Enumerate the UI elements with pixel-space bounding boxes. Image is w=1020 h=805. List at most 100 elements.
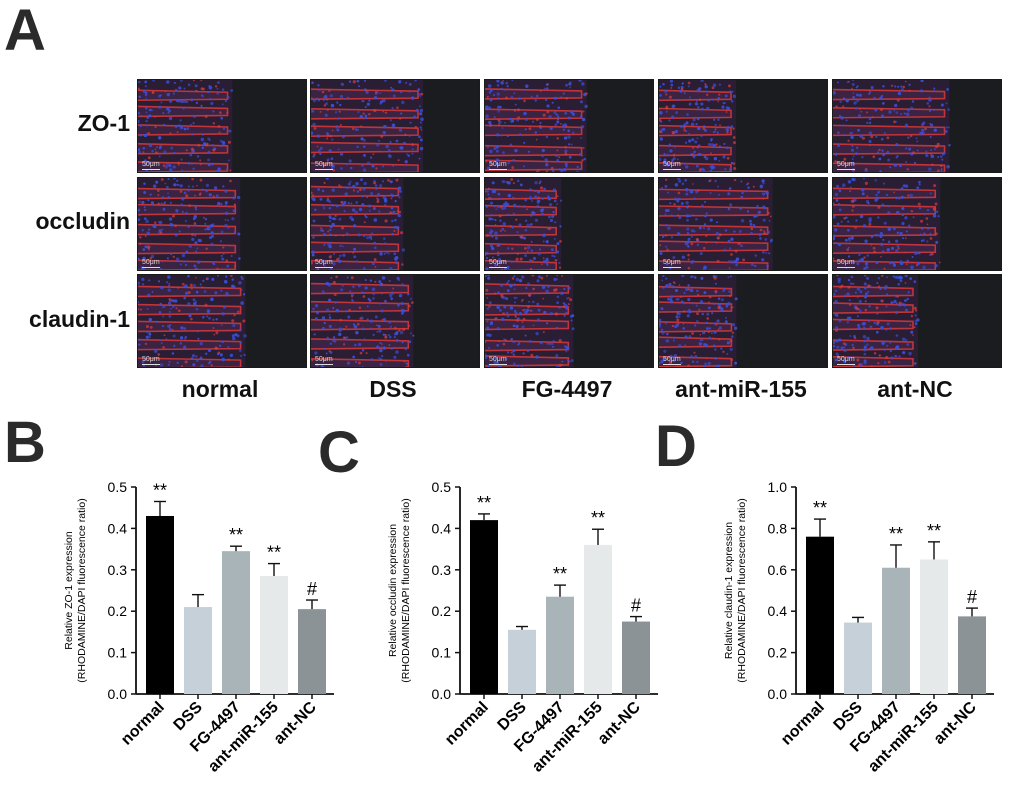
bar <box>470 520 498 694</box>
scale-bar-label: 50μm <box>837 356 855 365</box>
y-axis-label: (RHODAMINE/DAPI fluorescence ratio) <box>736 498 748 682</box>
y-tick-label: 0.3 <box>108 562 128 578</box>
y-tick-label: 0.0 <box>108 686 128 702</box>
scale-bar-label: 50μm <box>489 259 507 268</box>
bar <box>508 629 536 694</box>
bar <box>222 551 250 694</box>
scale-bar-label: 50μm <box>142 161 160 170</box>
y-tick-label: 0.1 <box>432 645 452 661</box>
y-tick-label: 0.5 <box>108 479 128 495</box>
col-label-fg4497: FG-4497 <box>521 376 613 402</box>
significance-mark: ** <box>927 521 941 541</box>
col-label-dss: DSS <box>369 376 417 402</box>
micrograph-claudin1-fg4497: 50μm <box>484 274 654 368</box>
scale-bar-label: 50μm <box>142 356 160 365</box>
micrograph-zo1-normal: 50μm <box>137 79 307 173</box>
y-axis-label: Relative claudin-1 expression <box>723 522 735 659</box>
micrograph-occludin-ant-nc: 50μm <box>832 177 1002 271</box>
scale-bar-label: 50μm <box>837 259 855 268</box>
scale-bar-label: 50μm <box>489 161 507 170</box>
micrograph-zo1-ant-mir-155: 50μm <box>658 79 828 173</box>
bar <box>882 567 910 694</box>
significance-mark: ** <box>553 564 567 584</box>
bar <box>844 622 872 694</box>
panel-label-b: B <box>4 410 46 475</box>
micrograph-occludin-normal: 50μm <box>137 177 307 271</box>
y-axis-label: (RHODAMINE/DAPI fluorescence ratio) <box>400 498 412 682</box>
scale-bar-label: 50μm <box>837 161 855 170</box>
x-tick-label: normal <box>778 699 828 749</box>
y-tick-label: 0.4 <box>432 520 452 536</box>
micrograph-occludin-dss: 50μm <box>310 177 480 271</box>
bar <box>622 621 650 694</box>
x-tick-label: normal <box>118 699 168 749</box>
significance-mark: # <box>967 587 977 607</box>
scale-bar-label: 50μm <box>663 259 681 268</box>
y-tick-label: 0.4 <box>108 520 128 536</box>
scale-bar-label: 50μm <box>142 259 160 268</box>
significance-mark: ** <box>153 480 167 500</box>
significance-mark: ** <box>267 543 281 563</box>
col-label-normal: normal <box>181 376 259 402</box>
scale-bar-label: 50μm <box>315 259 333 268</box>
row-label-occludin: occludin <box>35 208 130 234</box>
x-tick-label: ant-NC <box>271 698 320 747</box>
y-tick-label: 0.0 <box>432 686 452 702</box>
bar <box>806 536 834 694</box>
bar <box>260 576 288 694</box>
y-axis-label: Relative occludin expression <box>387 524 399 657</box>
bar <box>184 607 212 694</box>
significance-mark: ** <box>591 508 605 528</box>
y-tick-label: 1.0 <box>768 479 788 495</box>
scale-bar-label: 50μm <box>315 161 333 170</box>
micrograph-claudin1-dss: 50μm <box>310 274 480 368</box>
x-tick-label: normal <box>442 699 492 749</box>
y-tick-label: 0.0 <box>768 686 788 702</box>
scale-bar-label: 50μm <box>663 356 681 365</box>
panel-label-c: C <box>318 420 360 485</box>
significance-mark: ** <box>229 525 243 545</box>
y-tick-label: 0.3 <box>432 562 452 578</box>
significance-mark: ** <box>889 524 903 544</box>
bar <box>584 544 612 694</box>
bar <box>920 559 948 694</box>
significance-mark: ** <box>813 498 827 518</box>
bar <box>546 596 574 694</box>
y-tick-label: 0.4 <box>768 603 788 619</box>
micrograph-zo1-fg4497: 50μm <box>484 79 654 173</box>
y-tick-label: 0.2 <box>768 645 788 661</box>
x-tick-label: ant-NC <box>931 698 980 747</box>
micrograph-claudin1-ant-nc: 50μm <box>832 274 1002 368</box>
row-label-claudin1: claudin-1 <box>29 306 130 332</box>
y-tick-label: 0.5 <box>432 479 452 495</box>
micrograph-occludin-ant-mir-155: 50μm <box>658 177 828 271</box>
y-tick-label: 0.8 <box>768 520 788 536</box>
panel-label-a: A <box>4 0 46 63</box>
chart-occludin: Relative occludin expression (RHODAMINE/D… <box>387 479 658 776</box>
significance-mark: # <box>631 596 641 616</box>
significance-mark: ** <box>477 493 491 513</box>
y-tick-label: 0.6 <box>768 562 788 578</box>
bar <box>298 609 326 694</box>
y-tick-label: 0.2 <box>432 603 452 619</box>
chart-claudin1: Relative claudin-1 expression (RHODAMINE/… <box>723 479 994 776</box>
col-label-ant-mir-155: ant-miR-155 <box>675 376 807 402</box>
y-axis-label: Relative ZO-1 expression <box>63 531 75 650</box>
x-tick-label: ant-NC <box>595 698 644 747</box>
col-label-ant-nc: ant-NC <box>877 376 953 402</box>
row-label-zo1: ZO-1 <box>77 110 130 136</box>
micrograph-claudin1-ant-mir-155: 50μm <box>658 274 828 368</box>
y-tick-label: 0.1 <box>108 645 128 661</box>
chart-zo1: Relative ZO-1 expression (RHODAMINE/DAPI … <box>63 479 334 776</box>
scale-bar-label: 50μm <box>315 356 333 365</box>
micrograph-zo1-ant-nc: 50μm <box>832 79 1002 173</box>
micrograph-claudin1-normal: 50μm <box>137 274 307 368</box>
micrograph-zo1-dss: 50μm <box>310 79 480 173</box>
scale-bar-label: 50μm <box>489 356 507 365</box>
micrograph-occludin-fg4497: 50μm <box>484 177 654 271</box>
bar <box>958 616 986 694</box>
panel-label-d: D <box>655 414 697 479</box>
y-tick-label: 0.2 <box>108 603 128 619</box>
significance-mark: # <box>307 579 317 599</box>
bar <box>146 515 174 694</box>
